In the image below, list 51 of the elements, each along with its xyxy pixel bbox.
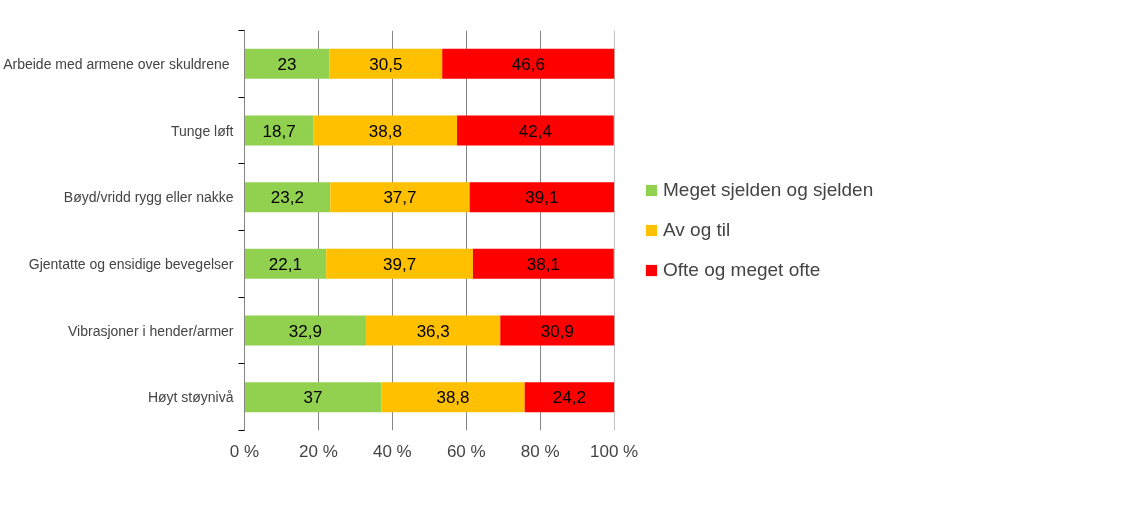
- bar: [330, 182, 470, 213]
- bar: [244, 315, 367, 346]
- data-label: 38,1: [526, 254, 560, 274]
- x-tick-label: 0 %: [229, 441, 260, 461]
- data-label: 24,2: [552, 388, 586, 408]
- x-tick-label: 40 %: [372, 441, 412, 461]
- y-tick-label: Bøyd/vridd rygg eller nakke: [63, 189, 234, 206]
- data-label: 37: [303, 388, 323, 408]
- bar: [244, 182, 331, 213]
- data-label: 46,6: [511, 54, 545, 74]
- x-tick-label: 60 %: [446, 441, 486, 461]
- data-label: 37,7: [383, 188, 417, 208]
- bar: [524, 382, 615, 413]
- data-label: 22,1: [268, 254, 302, 274]
- data-label: 30,5: [369, 54, 403, 74]
- bar: [326, 248, 473, 279]
- data-label: 30,9: [540, 321, 574, 341]
- bar: [442, 48, 615, 79]
- bar: [244, 115, 314, 146]
- bar: [457, 115, 614, 146]
- legend-label: Ofte og meget ofte: [663, 259, 821, 281]
- data-label: 32,9: [288, 321, 322, 341]
- y-tick-label: Vibrasjoner i hender/armer: [68, 322, 234, 339]
- data-label: 38,8: [368, 121, 402, 141]
- legend-label: Meget sjelden og sjelden: [663, 179, 874, 201]
- legend-label: Av og til: [663, 219, 731, 241]
- bar: [469, 182, 615, 213]
- data-label: 38,8: [436, 388, 470, 408]
- bar: [472, 248, 614, 279]
- data-label: 39,1: [525, 188, 559, 208]
- bar: [381, 382, 525, 413]
- bar: [244, 248, 327, 279]
- y-tick-label: Arbeide med armene over skuldrene: [3, 55, 230, 72]
- y-tick-label: Gjentatte og ensidige bevegelser: [28, 255, 234, 272]
- x-tick-label: 20 %: [299, 441, 338, 461]
- data-label: 42,4: [518, 121, 552, 141]
- data-label: 39,7: [383, 254, 417, 274]
- bar: [366, 315, 501, 346]
- x-tick-label: 80 %: [520, 441, 560, 461]
- data-label: 36,3: [416, 321, 450, 341]
- bar: [313, 115, 458, 146]
- bar: [500, 315, 615, 346]
- data-label: 18,7: [262, 121, 296, 141]
- data-label: 23,2: [270, 188, 304, 208]
- bar: [244, 48, 330, 79]
- y-tick-label: Høyt støynivå: [147, 389, 234, 406]
- bar: [329, 48, 443, 79]
- y-tick-label: Tunge løft: [170, 122, 234, 139]
- data-label: 23: [277, 54, 297, 74]
- x-tick-label: 100 %: [590, 441, 639, 461]
- bar: [244, 382, 382, 413]
